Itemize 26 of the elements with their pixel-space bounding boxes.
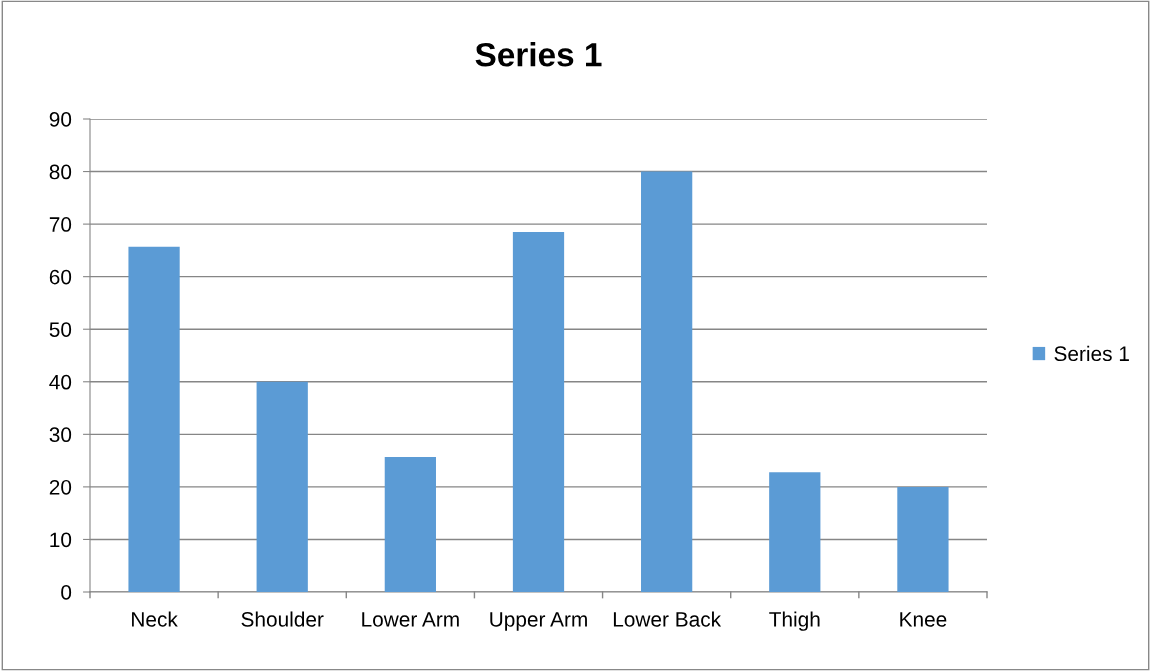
bar xyxy=(641,171,693,592)
y-tick-label: 80 xyxy=(49,164,72,180)
y-tick-label: 30 xyxy=(49,427,72,443)
y-tick-label: 0 xyxy=(61,585,72,600)
x-tick-label: Lower Arm xyxy=(362,612,459,627)
x-tick-label: Knee xyxy=(900,612,947,627)
y-tick-label: 10 xyxy=(50,532,72,548)
y-tick-label: 40 xyxy=(49,374,72,390)
y-tick-label: 50 xyxy=(49,322,72,337)
bar xyxy=(512,231,565,592)
x-tick-label: Shoulder xyxy=(241,611,324,627)
x-tick-label: Upper Arm xyxy=(490,612,587,631)
y-tick-label: 90 xyxy=(49,112,72,127)
bar xyxy=(384,456,436,592)
chart-title: Series 1 xyxy=(475,42,602,67)
x-tick-label: Thigh xyxy=(769,611,820,631)
bar xyxy=(897,486,949,592)
bar xyxy=(769,472,821,592)
x-tick-label: Lower Back xyxy=(613,611,722,627)
bar xyxy=(256,381,308,592)
bar xyxy=(128,246,180,592)
y-tick-label: 60 xyxy=(49,269,72,285)
legend-label: Series 1 xyxy=(1054,345,1129,362)
y-tick-label: 70 xyxy=(49,217,72,232)
x-tick-label: Neck xyxy=(132,611,178,627)
y-tick-label: 20 xyxy=(49,479,72,495)
